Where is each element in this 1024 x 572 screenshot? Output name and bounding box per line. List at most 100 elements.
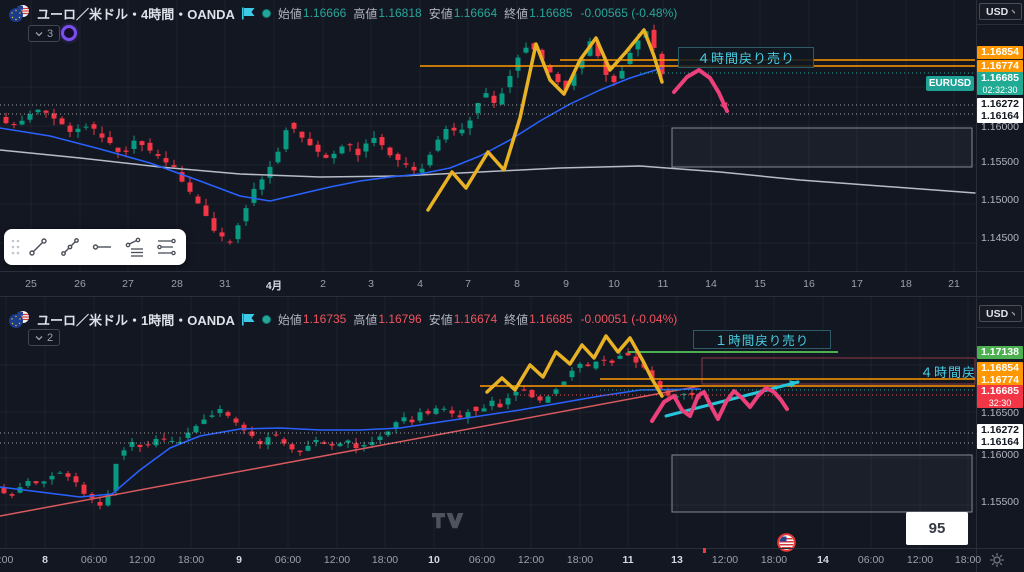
axis-divider-bottom — [0, 548, 1024, 549]
close-label: 終値 — [504, 6, 529, 21]
time-axis-label: 14 — [705, 278, 717, 290]
drag-handle-icon[interactable] — [10, 238, 20, 256]
time-axis-label: 21 — [948, 278, 960, 290]
panel-divider[interactable] — [0, 296, 1024, 297]
change-value: -0.00565 (-0.48%) — [580, 6, 678, 20]
candlestick-chart-1h[interactable] — [0, 296, 976, 548]
chevron-down-icon — [35, 31, 43, 36]
time-axis-1h[interactable]: :00 8 06:00 12:00 18:00 9 06:00 12:00 18:00 10 06:… — [0, 548, 981, 572]
time-axis-label: 06:00 — [274, 554, 302, 566]
flag-icon[interactable] — [241, 313, 255, 326]
annotation-4h-sell-clipped[interactable]: ４時間戻り売り — [920, 362, 976, 380]
gear-icon[interactable] — [988, 551, 1006, 569]
time-axis-label: 13 — [671, 554, 683, 566]
parallel-lines-tool[interactable] — [151, 232, 180, 262]
open-label: 始値 — [277, 6, 302, 21]
indicator-count: 3 — [47, 27, 54, 40]
annotation-text: １時間戻り売り — [714, 334, 810, 348]
currency-toggle-1h[interactable]: USD — [979, 305, 1022, 322]
badge-95: 95 — [906, 512, 968, 545]
chevron-down-icon — [1011, 9, 1015, 14]
time-axis-label: 4月 — [265, 280, 283, 292]
time-axis-label: 12:00 — [323, 554, 351, 566]
axis-divider — [0, 271, 1024, 272]
change-value: -0.00051 (-0.04%) — [580, 312, 678, 326]
time-axis-label: 9 — [563, 278, 569, 290]
high-value: 1.16818 — [378, 6, 422, 20]
horizontal-line-tool[interactable] — [87, 232, 116, 262]
drawing-toolbar[interactable] — [4, 229, 186, 265]
chart-title-4h[interactable]: ユーロ／米ドル・4時間・OANDA — [37, 6, 235, 22]
time-axis-label: :00 — [0, 554, 14, 566]
trend-line-tool[interactable] — [23, 232, 52, 262]
tradingview-logo[interactable] — [432, 513, 464, 530]
currency-label: USD — [986, 307, 1009, 320]
time-axis-label: 26 — [74, 278, 86, 290]
close-value: 1.16685 — [529, 312, 573, 326]
annotation-4h-sell[interactable]: ４時間戻り売り — [678, 47, 814, 68]
chart-title-1h[interactable]: ユーロ／米ドル・1時間・OANDA — [37, 312, 235, 328]
chevron-down-icon — [1011, 311, 1015, 316]
legend-collapse-button-1h[interactable]: 2 — [28, 329, 61, 346]
time-axis-label: 06:00 — [857, 554, 885, 566]
open-value: 1.16735 — [302, 312, 347, 326]
low-label: 安値 — [428, 6, 453, 21]
annotation-text: ４時間戻り売り — [920, 364, 976, 380]
annotation-1h-sell[interactable]: １時間戻り売り — [693, 330, 831, 349]
high-label: 高値 — [353, 6, 378, 21]
time-axis-label: 10 — [608, 278, 620, 290]
time-axis-label: 18:00 — [566, 554, 594, 566]
high-label: 高値 — [353, 312, 378, 327]
time-axis-label: 12:00 — [906, 554, 934, 566]
high-value: 1.16796 — [378, 312, 422, 326]
flag-icon[interactable] — [241, 7, 255, 20]
time-axis-label: 18 — [900, 278, 912, 290]
time-axis-label: 06:00 — [468, 554, 496, 566]
indicator-count: 2 — [47, 331, 54, 344]
extended-line-tool[interactable] — [55, 232, 84, 262]
time-axis-4h[interactable]: 25 26 27 28 31 4月 2 3 4 7 8 9 10 11 14 15 16 17 18 21 — [0, 272, 976, 296]
time-axis-label: 8 — [514, 278, 520, 290]
annotation-text: ４時間戻り売り — [696, 51, 795, 66]
time-axis-label: 12:00 — [711, 554, 739, 566]
chart-panel-4h: ４時間戻り売り EURUSD — [0, 0, 976, 272]
purple-indicator-icon[interactable] — [61, 25, 77, 41]
time-axis-label: 11 — [622, 554, 634, 566]
time-axis-label: 31 — [219, 278, 231, 290]
currency-toggle-4h[interactable]: USD — [979, 3, 1022, 20]
time-axis-label: 9 — [236, 554, 242, 566]
time-axis-label: 14 — [817, 554, 829, 566]
time-axis-label: 28 — [171, 278, 183, 290]
time-axis-label: 15 — [754, 278, 766, 290]
status-dot-icon — [261, 314, 271, 324]
time-axis-label: 7 — [465, 278, 471, 290]
time-axis-label: 18:00 — [760, 554, 788, 566]
chevron-down-icon — [35, 335, 43, 340]
time-axis-label: 8 — [42, 554, 48, 566]
us-flag-event-icon[interactable] — [777, 533, 796, 552]
time-axis-label: 06:00 — [80, 554, 108, 566]
currency-label: USD — [986, 5, 1009, 18]
chart-panel-1h: １時間戻り売り ４時間戻り売り — [0, 296, 976, 548]
open-label: 始値 — [277, 312, 302, 327]
chart-legend-4h[interactable]: ユーロ／米ドル・4時間・OANDA 始値 1.16666 高値 1.16818 安値… — [8, 5, 678, 22]
time-axis-label: 11 — [657, 278, 669, 290]
time-axis-label: 17 — [851, 278, 863, 290]
time-axis-label: 18:00 — [371, 554, 399, 566]
low-label: 安値 — [428, 312, 453, 327]
status-dot-icon — [261, 8, 271, 18]
time-axis-label: 27 — [122, 278, 134, 290]
price-scale[interactable]: USD USD — [976, 0, 1024, 572]
fib-retracement-tool[interactable] — [119, 232, 148, 262]
eurusd-pair-icon — [9, 5, 29, 22]
close-value: 1.16685 — [529, 6, 573, 20]
legend-collapse-button-4h[interactable]: 3 — [28, 25, 61, 42]
open-value: 1.16666 — [302, 6, 347, 20]
current-bar-marker — [703, 548, 706, 553]
time-axis-label: 3 — [368, 278, 374, 290]
close-label: 終値 — [504, 312, 529, 327]
chart-legend-1h[interactable]: ユーロ／米ドル・1時間・OANDA 始値 1.16735 高値 1.16796 安値… — [8, 311, 678, 328]
low-value: 1.16674 — [453, 312, 498, 326]
time-axis-label: 18:00 — [954, 554, 982, 566]
